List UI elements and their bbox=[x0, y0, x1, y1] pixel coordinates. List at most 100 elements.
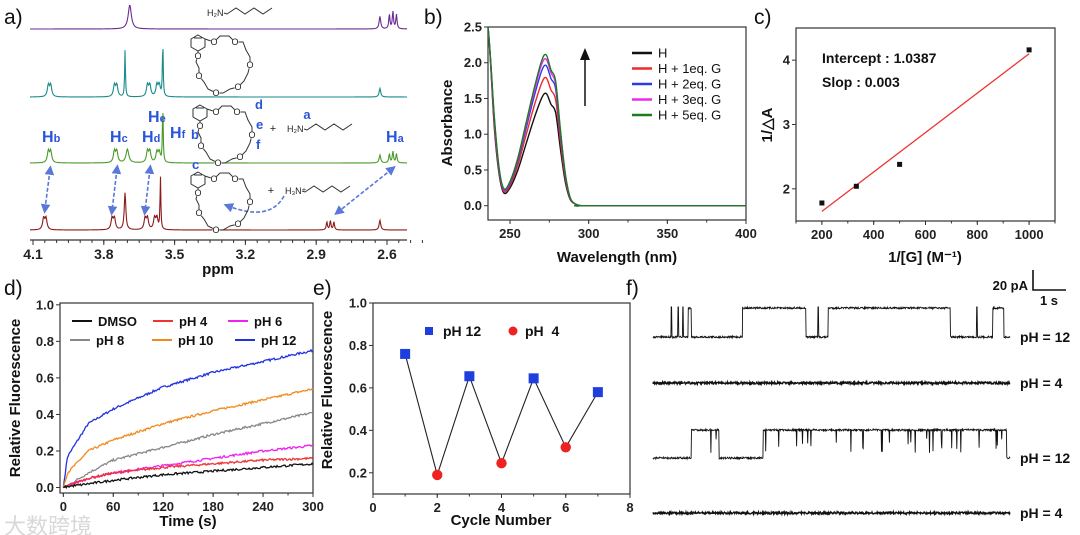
amine-label: H₂N bbox=[287, 124, 304, 134]
trace-label: pH = 12 bbox=[1020, 329, 1070, 345]
bh-xtick-label: 1000 bbox=[1015, 227, 1044, 242]
fluor-ytick-label: 0.6 bbox=[36, 370, 54, 385]
cycle-ylabel: Relative Fluorescence bbox=[319, 311, 336, 469]
benzene-ring bbox=[193, 105, 207, 121]
site-label-c: c bbox=[192, 157, 199, 172]
bh-ytick-label: 2 bbox=[783, 181, 790, 196]
bh-ytick-label: 3 bbox=[783, 117, 790, 132]
proton-label-Ha: Ha bbox=[386, 129, 405, 146]
trace-label: pH = 12 bbox=[1020, 450, 1070, 466]
nmr-xtick-label: 4.1 bbox=[23, 246, 43, 262]
nmr-xtick-label: 2.9 bbox=[306, 246, 326, 262]
uv-xtick-label: 400 bbox=[735, 226, 757, 241]
site-label-f: f bbox=[256, 137, 261, 152]
oxygen-atom: O bbox=[234, 82, 241, 92]
cycle-legend-circle bbox=[509, 327, 518, 336]
uv-legend-label: H + 3eq. G bbox=[658, 92, 721, 107]
oxygen-atom: O bbox=[233, 107, 240, 117]
bh-xtick-label: 600 bbox=[915, 227, 937, 242]
cycle-ytick-label: 0.8 bbox=[349, 338, 367, 353]
oxygen-atom: O bbox=[212, 88, 219, 98]
amine-label: H₂N bbox=[207, 8, 224, 18]
alkyl-chain bbox=[302, 186, 350, 192]
cycle-xtick-label: 8 bbox=[626, 500, 633, 515]
bh-xlabel: 1/[G] (M⁻¹) bbox=[888, 249, 962, 266]
oxygen-atom: O bbox=[246, 60, 253, 70]
alkyl-chain bbox=[304, 124, 352, 130]
oxygen-atom: O bbox=[212, 225, 219, 235]
fluor-ylabel: Relative Fluorescence bbox=[7, 319, 24, 477]
binding-arrow bbox=[228, 196, 284, 212]
cycle-xtick-label: 2 bbox=[434, 500, 441, 515]
cycle-ytick-label: 0.4 bbox=[349, 423, 368, 438]
panel-label-d: d) bbox=[4, 277, 23, 300]
bh-data-point bbox=[897, 162, 902, 167]
cycle-connector bbox=[405, 354, 598, 475]
figure-canvas: a) b) c) d) e) f) ppm Wavelength (nm) Ab… bbox=[0, 0, 1080, 535]
scale-bar-time: 1 s bbox=[1040, 293, 1058, 308]
bh-data-point bbox=[854, 184, 859, 189]
fluor-xtick-label: 60 bbox=[106, 499, 120, 514]
bh-xtick-label: 800 bbox=[966, 227, 988, 242]
correlation-arrow bbox=[112, 169, 117, 211]
uv-ytick-label: 2.0 bbox=[464, 55, 482, 70]
nmr-xtick-label: 3.8 bbox=[94, 246, 114, 262]
macrocycle bbox=[196, 36, 250, 93]
bh-xtick-label: 400 bbox=[863, 227, 885, 242]
fluor-legend-label: pH 4 bbox=[179, 314, 208, 329]
watermark: 大数跨境 bbox=[4, 514, 92, 535]
oxygen-atom: O bbox=[246, 197, 253, 207]
fluor-ytick-label: 1.0 bbox=[36, 297, 54, 312]
crown-ether-structure: O OOOOOOdefbc bbox=[191, 97, 263, 172]
uv-xtick-label: 250 bbox=[499, 226, 521, 241]
bh-data-point bbox=[819, 200, 824, 205]
panel-label-c: c) bbox=[754, 6, 772, 29]
bh-xtick-label: 200 bbox=[811, 227, 833, 242]
fluor-legend-label: DMSO bbox=[98, 314, 137, 329]
trace-label: pH = 4 bbox=[1020, 375, 1063, 391]
proton-label-Hd: Hd bbox=[142, 129, 160, 146]
cycle-legend-label: pH 4 bbox=[525, 323, 559, 339]
cycle-point-ph12 bbox=[593, 387, 603, 397]
correlation-arrow bbox=[145, 169, 150, 211]
nmr-xtick-label: 3.5 bbox=[165, 246, 185, 262]
fluor-legend-label: pH 6 bbox=[254, 314, 282, 329]
cycle-point-ph4 bbox=[496, 458, 506, 468]
benzene-ring bbox=[191, 35, 205, 51]
fluor-xtick-label: 0 bbox=[60, 499, 67, 514]
oxygen-atom: O bbox=[214, 158, 221, 168]
macrocycle bbox=[196, 173, 250, 230]
fluor-legend-label: pH 12 bbox=[261, 333, 296, 348]
nmr-spectrum-4 bbox=[30, 177, 407, 230]
proton-label-Hc: Hc bbox=[110, 129, 128, 146]
cycle-ytick-label: 0.6 bbox=[349, 380, 367, 395]
uv-ytick-label: 0.0 bbox=[464, 198, 482, 213]
oxygen-atom: O bbox=[212, 107, 219, 117]
nmr-xtick-label: 2.6 bbox=[377, 246, 397, 262]
uv-ytick-label: 2.5 bbox=[464, 20, 482, 35]
uv-legend-label: H + 2eq. G bbox=[658, 77, 721, 92]
uv-ytick-label: 0.5 bbox=[464, 162, 482, 177]
cycle-xtick-label: 6 bbox=[562, 500, 569, 515]
bh-ylabel: 1/△A bbox=[759, 107, 776, 142]
oxygen-atom: O bbox=[210, 174, 217, 184]
oxygen-atom: O bbox=[197, 141, 204, 151]
trace-label: pH = 4 bbox=[1020, 505, 1063, 521]
oxygen-atom: O bbox=[236, 152, 243, 162]
cycle-point-ph12 bbox=[400, 349, 410, 359]
cycle-point-ph12 bbox=[529, 373, 539, 383]
oxygen-atom: O bbox=[231, 174, 238, 184]
cycle-point-ph4 bbox=[432, 470, 442, 480]
cycle-legend-label: pH 12 bbox=[443, 323, 481, 339]
proton-label-He: He bbox=[148, 109, 166, 126]
fluor-ytick-label: 0.4 bbox=[36, 407, 55, 422]
bh-ytick-label: 4 bbox=[783, 53, 791, 68]
proton-label-Hf: Hf bbox=[170, 125, 186, 142]
crown-ether-structure: O OOOOOO bbox=[191, 172, 254, 235]
benzene-ring bbox=[191, 172, 205, 188]
fluor-xlabel: Time (s) bbox=[159, 513, 216, 530]
panel-label-f: f) bbox=[626, 277, 639, 300]
alkyl-chain bbox=[224, 8, 272, 14]
uv-xtick-label: 300 bbox=[578, 226, 600, 241]
oxygen-atom: O bbox=[231, 37, 238, 47]
